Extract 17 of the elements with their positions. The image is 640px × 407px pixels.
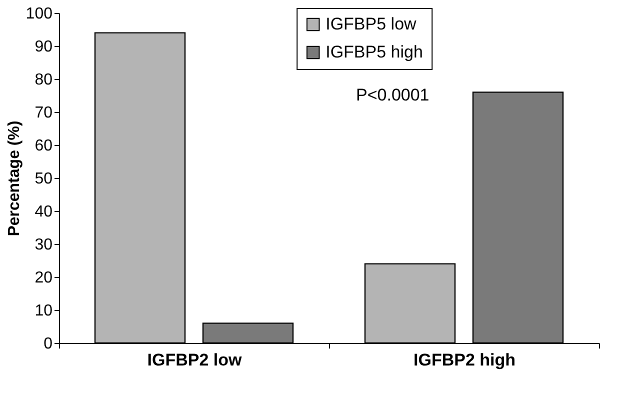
y-tick-label: 50	[34, 170, 53, 188]
legend-label: IGFBP5 high	[326, 42, 423, 62]
y-tick-label: 90	[34, 38, 53, 56]
y-tick-label: 100	[26, 6, 53, 22]
y-tick-label: 80	[34, 72, 53, 88]
y-tick-label: 40	[34, 204, 53, 220]
y-axis-title: Percentage (%)	[6, 120, 23, 236]
y-tick-label: 60	[34, 138, 53, 154]
x-tick-label: IGFBP2 high	[414, 350, 516, 370]
legend-label: IGFBP5 low	[326, 14, 418, 34]
y-tick-label: 0	[44, 336, 53, 352]
y-tick-label: 70	[34, 104, 53, 122]
y-tick-label: 20	[34, 270, 53, 286]
annotation: P<0.0001	[356, 86, 430, 104]
x-tick-label: IGFBP2 low	[147, 350, 242, 370]
y-tick-label: 30	[34, 236, 53, 254]
y-tick-label: 10	[34, 302, 53, 320]
